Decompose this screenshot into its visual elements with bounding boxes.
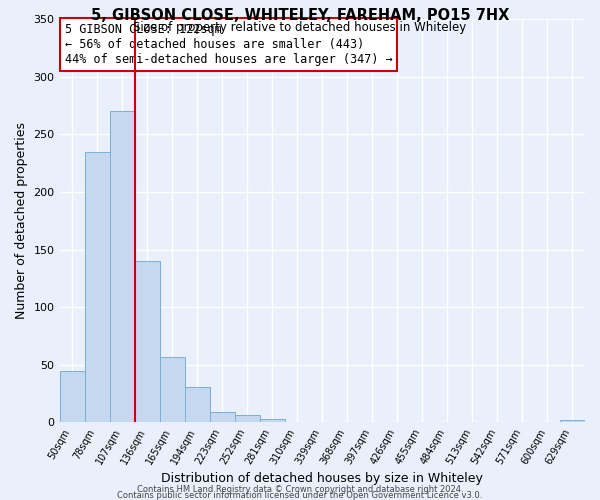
Text: 5 GIBSON CLOSE: 122sqm
← 56% of detached houses are smaller (443)
44% of semi-de: 5 GIBSON CLOSE: 122sqm ← 56% of detached… xyxy=(65,23,392,66)
Bar xyxy=(160,356,185,422)
Text: 5, GIBSON CLOSE, WHITELEY, FAREHAM, PO15 7HX: 5, GIBSON CLOSE, WHITELEY, FAREHAM, PO15… xyxy=(91,8,509,22)
Bar xyxy=(110,111,134,422)
X-axis label: Distribution of detached houses by size in Whiteley: Distribution of detached houses by size … xyxy=(161,472,483,485)
Y-axis label: Number of detached properties: Number of detached properties xyxy=(15,122,28,319)
Bar xyxy=(560,420,585,422)
Bar xyxy=(85,152,110,422)
Bar xyxy=(209,412,235,422)
Bar xyxy=(134,261,160,422)
Bar xyxy=(235,416,260,422)
Text: Contains HM Land Registry data © Crown copyright and database right 2024.: Contains HM Land Registry data © Crown c… xyxy=(137,485,463,494)
Text: Size of property relative to detached houses in Whiteley: Size of property relative to detached ho… xyxy=(133,21,467,34)
Bar xyxy=(185,386,209,422)
Bar xyxy=(59,370,85,422)
Bar xyxy=(260,419,285,422)
Text: Contains public sector information licensed under the Open Government Licence v3: Contains public sector information licen… xyxy=(118,491,482,500)
